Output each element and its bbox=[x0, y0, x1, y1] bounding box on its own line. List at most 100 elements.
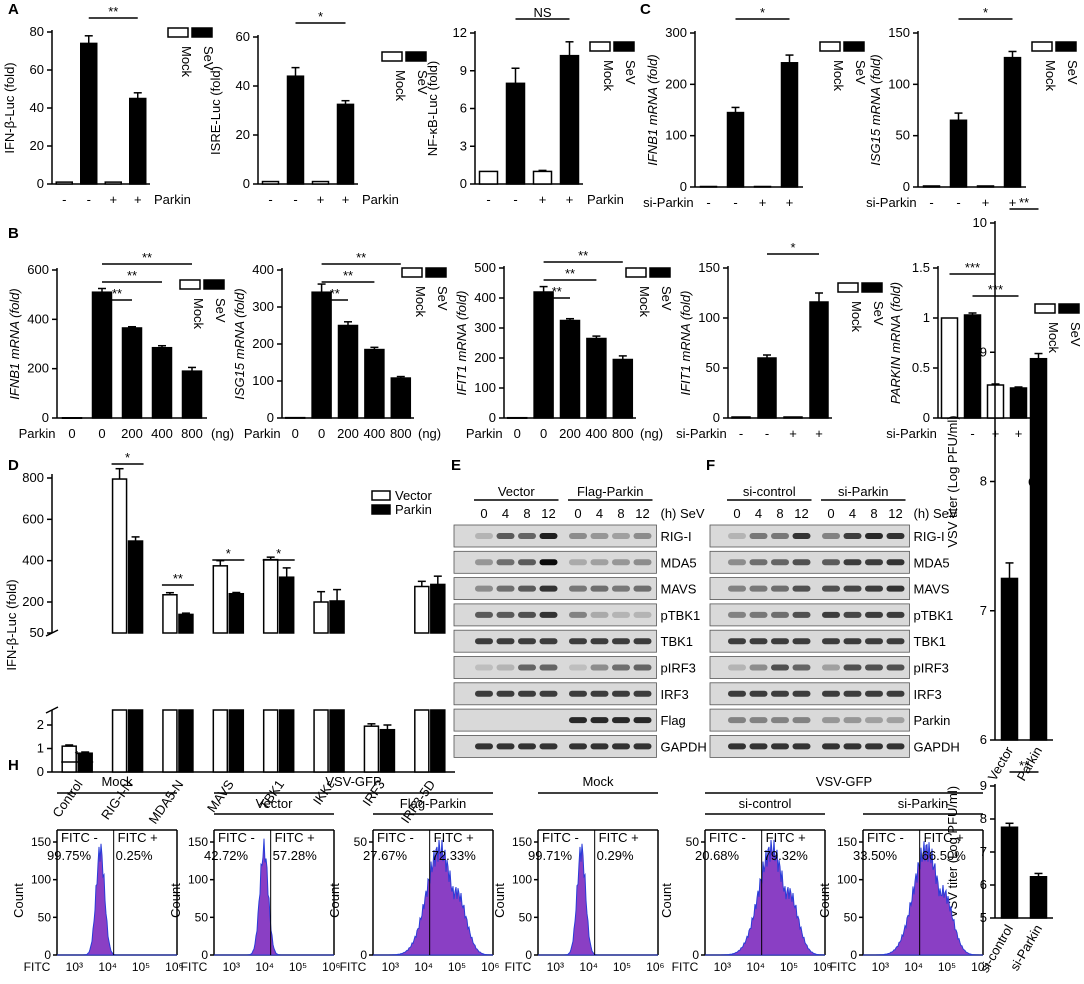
y-tick-label: 200 bbox=[474, 350, 496, 365]
blot-band bbox=[792, 743, 811, 750]
bar bbox=[478, 170, 499, 185]
blot-band bbox=[865, 717, 883, 724]
hist-y-tick-label: 50 bbox=[38, 910, 52, 924]
blot-band bbox=[728, 664, 746, 671]
category-label: + bbox=[1015, 426, 1023, 441]
gate-neg-label: FITC - bbox=[61, 830, 98, 845]
blot-band bbox=[749, 664, 768, 671]
band-label: Parkin bbox=[914, 713, 951, 728]
hist-y-tick-label: 50 bbox=[686, 835, 700, 849]
y-axis-label: VSV titer (Log PFU/ml) bbox=[945, 415, 960, 547]
panel-letter: E bbox=[451, 457, 461, 474]
factor-label: si-Parkin bbox=[676, 426, 727, 441]
blot-band bbox=[590, 717, 609, 724]
blot-band bbox=[728, 690, 746, 697]
gate-neg-label: FITC - bbox=[218, 830, 255, 845]
category-label: + bbox=[759, 195, 767, 210]
category-label: 200 bbox=[337, 426, 359, 441]
blot-band bbox=[728, 559, 746, 566]
significance-label: ** bbox=[112, 286, 122, 301]
bar-lower-part bbox=[414, 709, 430, 773]
significance-label: * bbox=[790, 240, 795, 255]
subgroup-title: si-control bbox=[739, 796, 792, 811]
y-tick-label: 400 bbox=[22, 553, 44, 568]
category-label: 400 bbox=[151, 426, 173, 441]
blot-row-tbk1: TBK1 bbox=[453, 629, 693, 653]
blot-band bbox=[749, 690, 768, 697]
blot-band bbox=[475, 533, 493, 539]
hist-x-tick-label: 10⁴ bbox=[98, 960, 117, 974]
histogram-3: 0 50 Count 10³ 10⁴ 10⁵ 10⁶ FITC FITC - FITC + 27.6… bbox=[327, 829, 500, 974]
panel-letter: H bbox=[8, 757, 19, 774]
blot-band bbox=[539, 638, 558, 645]
bar bbox=[533, 291, 554, 419]
bar bbox=[963, 314, 982, 419]
y-tick-label: 60 bbox=[236, 29, 250, 44]
hist-x-tick-label: 10⁶ bbox=[971, 960, 989, 974]
y-tick-label: 200 bbox=[252, 336, 274, 351]
blot-row-rig-i: RIG-I bbox=[709, 524, 945, 548]
blot-band bbox=[749, 638, 768, 645]
blot-band bbox=[612, 690, 630, 697]
category-label: + bbox=[1009, 195, 1017, 210]
category-label: 400 bbox=[586, 426, 608, 441]
subgroup-title: Flag-Parkin bbox=[400, 796, 466, 811]
blot-row-irf3: IRF3 bbox=[453, 682, 689, 706]
blot-band bbox=[822, 638, 840, 645]
legend-swatch-mock bbox=[837, 282, 859, 293]
hist-x-tick-label: 10⁴ bbox=[414, 960, 433, 974]
y-axis-label: ISG15 mRNA (fold) bbox=[232, 288, 247, 400]
category-label: MAVS bbox=[204, 777, 237, 815]
blot-band bbox=[496, 743, 515, 750]
category-label: 800 bbox=[181, 426, 203, 441]
legend-swatch-vector bbox=[371, 490, 391, 501]
timepoint-label: 8 bbox=[776, 506, 783, 521]
bar bbox=[313, 601, 329, 634]
bar bbox=[559, 319, 581, 419]
bar bbox=[364, 348, 385, 419]
legend-swatch-sev bbox=[191, 27, 213, 38]
y-tick-label: 150 bbox=[888, 25, 910, 40]
category-label: 800 bbox=[390, 426, 412, 441]
y-tick-label: 50 bbox=[896, 128, 910, 143]
histogram-fill bbox=[705, 839, 825, 956]
bar-lower-part bbox=[430, 709, 446, 773]
blot-band bbox=[792, 611, 811, 618]
y-tick-label: 100 bbox=[665, 128, 687, 143]
band-label: RIG-I bbox=[661, 529, 692, 544]
timepoint-label: 4 bbox=[596, 506, 603, 521]
bar bbox=[363, 725, 380, 773]
y-tick-label: 0 bbox=[923, 410, 930, 425]
y-axis-label: IFN-β-Luc (fold) bbox=[2, 62, 17, 153]
bar bbox=[753, 185, 772, 188]
hist-x-tick-label: 10⁶ bbox=[813, 960, 831, 974]
significance-label: * bbox=[983, 5, 988, 20]
bar bbox=[181, 370, 203, 419]
bar bbox=[940, 317, 959, 419]
gate-neg-label: FITC - bbox=[709, 830, 746, 845]
panel-letter: D bbox=[8, 457, 19, 474]
bar-lower-part bbox=[111, 709, 128, 773]
category-label: - bbox=[739, 426, 743, 441]
blot-band bbox=[865, 611, 883, 618]
blot-band bbox=[496, 533, 515, 539]
blot-row-gapdh: GAPDH bbox=[709, 735, 960, 758]
hist-x-label: FITC bbox=[830, 960, 857, 974]
gate-neg-label: FITC - bbox=[377, 830, 414, 845]
hist-y-tick-label: 100 bbox=[188, 873, 208, 887]
gate-pos-label: FITC + bbox=[599, 830, 639, 845]
blot-band bbox=[886, 664, 905, 671]
category-label: 400 bbox=[364, 426, 386, 441]
legend-swatch-mock bbox=[589, 41, 611, 52]
blot-row-mavs: MAVS bbox=[709, 577, 950, 600]
y-axis-label: PARKIN mRNA (fold) bbox=[888, 282, 903, 404]
legend-swatch-sev bbox=[1058, 303, 1080, 314]
timepoint-label: 8 bbox=[617, 506, 624, 521]
hist-x-label: FITC bbox=[672, 960, 699, 974]
blot-band bbox=[539, 559, 558, 566]
blot-band bbox=[843, 664, 862, 671]
bar bbox=[949, 119, 968, 188]
hist-x-tick-label: 10⁵ bbox=[289, 960, 307, 974]
legend-label-mock: Mock bbox=[849, 301, 864, 333]
